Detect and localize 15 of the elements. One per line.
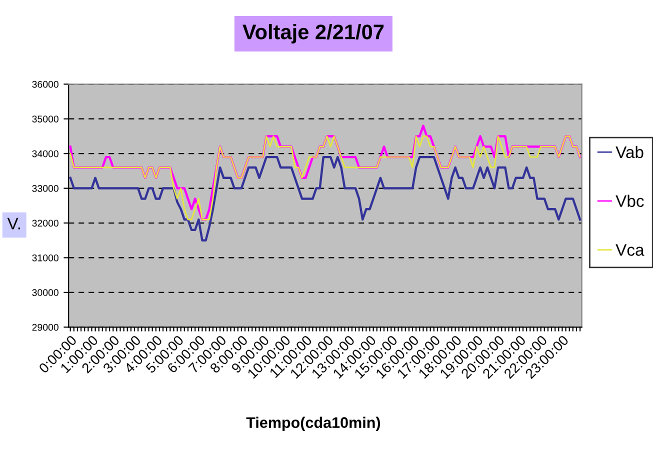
legend-label: Vca bbox=[616, 244, 644, 256]
y-tick-label: 30000 bbox=[32, 289, 58, 296]
y-axis-title: V. bbox=[7, 218, 20, 230]
y-tick-label: 32000 bbox=[32, 220, 58, 227]
chart-title: Voltaje 2/21/07 bbox=[242, 24, 384, 44]
y-tick-label: 29000 bbox=[32, 324, 58, 331]
y-tick-label: 34000 bbox=[32, 150, 58, 158]
x-axis-title: Tiempo(cda10min) bbox=[246, 416, 380, 432]
y-tick-label: 35000 bbox=[32, 116, 58, 122]
line-series bbox=[69, 156, 582, 242]
y-tick-label: 33000 bbox=[32, 185, 58, 192]
legend-label: Vbc bbox=[616, 194, 644, 207]
y-tick-label: 36000 bbox=[32, 80, 58, 88]
y-tick-label: 31000 bbox=[32, 254, 58, 262]
legend-label: Vab bbox=[616, 146, 644, 158]
